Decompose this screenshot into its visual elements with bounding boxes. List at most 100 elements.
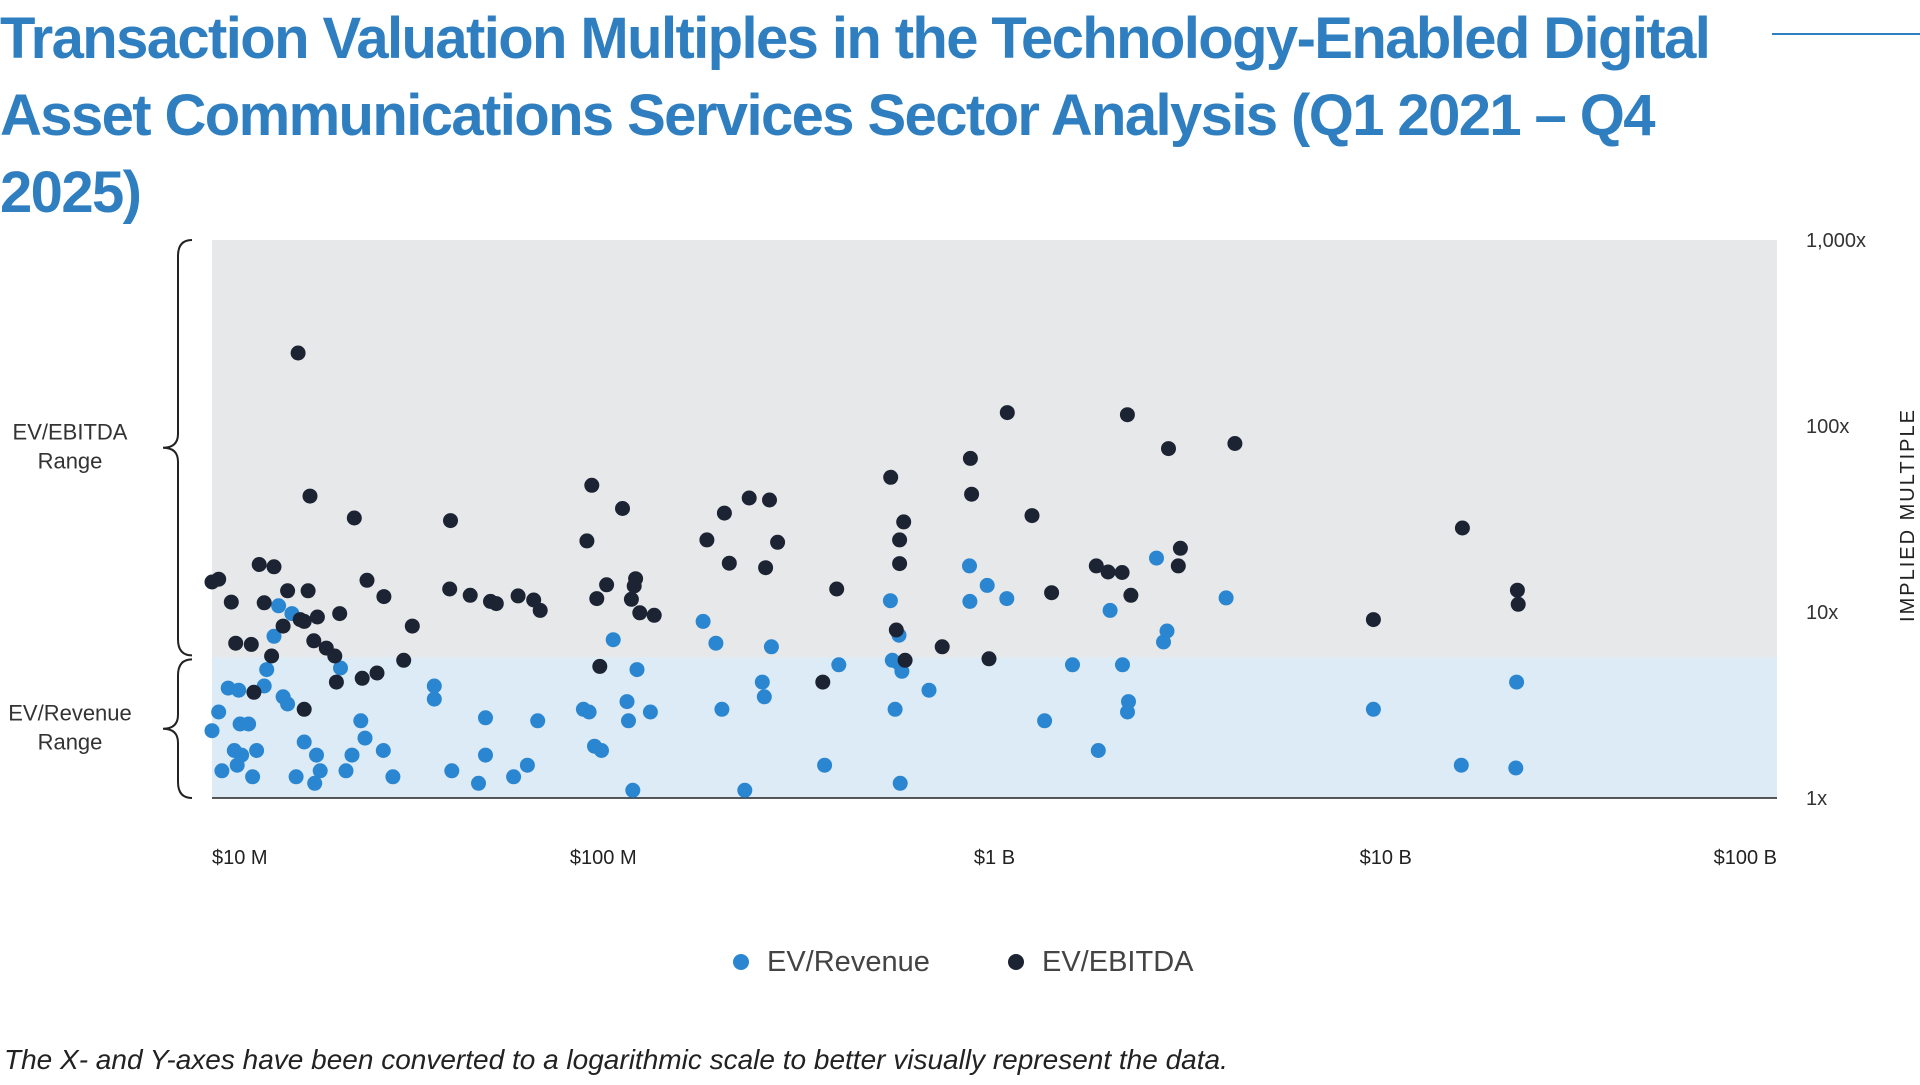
point-ev-revenue-85[interactable] (1509, 674, 1525, 690)
point-ev-ebitda-31[interactable] (443, 513, 458, 529)
point-ev-revenue-45[interactable] (619, 694, 635, 710)
point-ev-revenue-68[interactable] (962, 593, 978, 609)
point-ev-ebitda-14[interactable] (296, 701, 312, 717)
point-ev-ebitda-53[interactable] (741, 490, 757, 506)
point-ev-revenue-80[interactable] (1159, 623, 1175, 639)
point-ev-revenue-56[interactable] (763, 639, 779, 655)
point-ev-revenue-73[interactable] (1090, 743, 1106, 758)
point-ev-revenue-10[interactable] (245, 769, 261, 785)
point-ev-ebitda-51[interactable] (716, 505, 732, 521)
point-ev-ebitda-60[interactable] (888, 622, 904, 638)
point-ev-revenue-8[interactable] (234, 747, 250, 763)
point-ev-revenue-48[interactable] (629, 662, 645, 678)
point-ev-ebitda-80[interactable] (1227, 436, 1243, 451)
point-ev-revenue-26[interactable] (344, 747, 360, 763)
point-ev-ebitda-61[interactable] (892, 532, 908, 548)
point-ev-revenue-13[interactable] (259, 662, 275, 678)
point-ev-ebitda-44[interactable] (615, 501, 630, 516)
point-ev-ebitda-15[interactable] (296, 613, 312, 629)
point-ev-ebitda-83[interactable] (1509, 582, 1525, 598)
point-ev-ebitda-18[interactable] (306, 633, 322, 649)
point-ev-ebitda-81[interactable] (1365, 612, 1381, 628)
point-ev-ebitda-54[interactable] (758, 560, 774, 576)
point-ev-ebitda-40[interactable] (584, 477, 600, 493)
point-ev-ebitda-41[interactable] (589, 591, 605, 607)
point-ev-ebitda-48[interactable] (632, 605, 648, 621)
point-ev-revenue-57[interactable] (817, 757, 833, 773)
point-ev-ebitda-49[interactable] (646, 607, 662, 623)
point-ev-ebitda-10[interactable] (275, 618, 291, 634)
point-ev-ebitda-58[interactable] (829, 581, 845, 597)
point-ev-revenue-58[interactable] (831, 657, 847, 673)
point-ev-revenue-41[interactable] (581, 704, 597, 720)
point-ev-revenue-27[interactable] (353, 713, 369, 729)
point-ev-revenue-29[interactable] (375, 743, 391, 758)
point-ev-revenue-47[interactable] (625, 782, 641, 798)
point-ev-ebitda-73[interactable] (1100, 564, 1116, 580)
point-ev-revenue-71[interactable] (1037, 713, 1053, 729)
point-ev-revenue-53[interactable] (737, 782, 753, 798)
point-ev-ebitda-47[interactable] (628, 571, 644, 587)
point-ev-revenue-54[interactable] (754, 674, 770, 690)
point-ev-ebitda-62[interactable] (892, 556, 908, 572)
point-ev-ebitda-8[interactable] (264, 648, 280, 664)
point-ev-revenue-81[interactable] (1218, 590, 1234, 606)
point-ev-revenue-67[interactable] (962, 558, 977, 574)
point-ev-ebitda-57[interactable] (815, 674, 831, 690)
point-ev-ebitda-9[interactable] (266, 559, 282, 575)
point-ev-revenue-32[interactable] (426, 691, 442, 707)
point-ev-revenue-31[interactable] (426, 678, 442, 694)
point-ev-ebitda-84[interactable] (1510, 596, 1526, 612)
point-ev-revenue-84[interactable] (1508, 760, 1524, 776)
point-ev-revenue-38[interactable] (519, 757, 535, 773)
point-ev-revenue-66[interactable] (921, 682, 937, 698)
point-ev-revenue-17[interactable] (280, 696, 296, 712)
point-ev-ebitda-78[interactable] (1170, 558, 1186, 574)
point-ev-revenue-59[interactable] (882, 593, 898, 609)
point-ev-ebitda-39[interactable] (579, 533, 595, 549)
point-ev-revenue-74[interactable] (1102, 602, 1118, 618)
point-ev-ebitda-68[interactable] (981, 651, 997, 667)
point-ev-ebitda-7[interactable] (256, 595, 272, 611)
point-ev-revenue-50[interactable] (695, 613, 711, 629)
point-ev-ebitda-19[interactable] (309, 609, 325, 625)
point-ev-revenue-2[interactable] (214, 763, 230, 779)
point-ev-revenue-52[interactable] (714, 701, 730, 717)
point-ev-revenue-22[interactable] (309, 747, 324, 763)
point-ev-ebitda-30[interactable] (404, 618, 420, 634)
point-ev-ebitda-72[interactable] (1088, 558, 1104, 574)
point-ev-ebitda-52[interactable] (721, 555, 737, 571)
point-ev-revenue-51[interactable] (708, 635, 724, 651)
point-ev-revenue-39[interactable] (530, 713, 546, 729)
point-ev-ebitda-82[interactable] (1454, 520, 1470, 536)
point-ev-revenue-78[interactable] (1149, 550, 1164, 566)
point-ev-revenue-34[interactable] (471, 775, 486, 791)
point-ev-ebitda-36[interactable] (510, 588, 526, 604)
point-ev-ebitda-23[interactable] (332, 606, 348, 622)
point-ev-revenue-82[interactable] (1365, 701, 1381, 717)
point-ev-revenue-20[interactable] (296, 734, 312, 750)
legend-item-ev-ebitda[interactable]: EV/EBITDA (1008, 940, 1194, 984)
point-ev-ebitda-26[interactable] (359, 572, 375, 588)
point-ev-ebitda-27[interactable] (369, 665, 385, 681)
point-ev-revenue-43[interactable] (594, 743, 609, 758)
point-ev-ebitda-43[interactable] (599, 577, 615, 593)
point-ev-ebitda-56[interactable] (770, 534, 786, 550)
point-ev-ebitda-50[interactable] (699, 532, 715, 548)
point-ev-revenue-77[interactable] (1121, 694, 1136, 710)
point-ev-revenue-28[interactable] (357, 730, 373, 746)
point-ev-revenue-35[interactable] (478, 710, 493, 726)
point-ev-ebitda-75[interactable] (1119, 407, 1135, 423)
point-ev-revenue-24[interactable] (333, 660, 348, 676)
point-ev-revenue-6[interactable] (231, 682, 247, 698)
point-ev-revenue-61[interactable] (887, 701, 903, 717)
point-ev-revenue-83[interactable] (1453, 757, 1469, 773)
point-ev-ebitda-4[interactable] (243, 636, 259, 652)
point-ev-ebitda-25[interactable] (354, 670, 370, 686)
point-ev-revenue-36[interactable] (478, 747, 493, 763)
point-ev-ebitda-69[interactable] (999, 405, 1015, 421)
point-ev-ebitda-42[interactable] (592, 658, 608, 674)
point-ev-revenue-0[interactable] (204, 723, 220, 739)
point-ev-revenue-69[interactable] (979, 577, 995, 593)
point-ev-revenue-70[interactable] (999, 591, 1015, 607)
